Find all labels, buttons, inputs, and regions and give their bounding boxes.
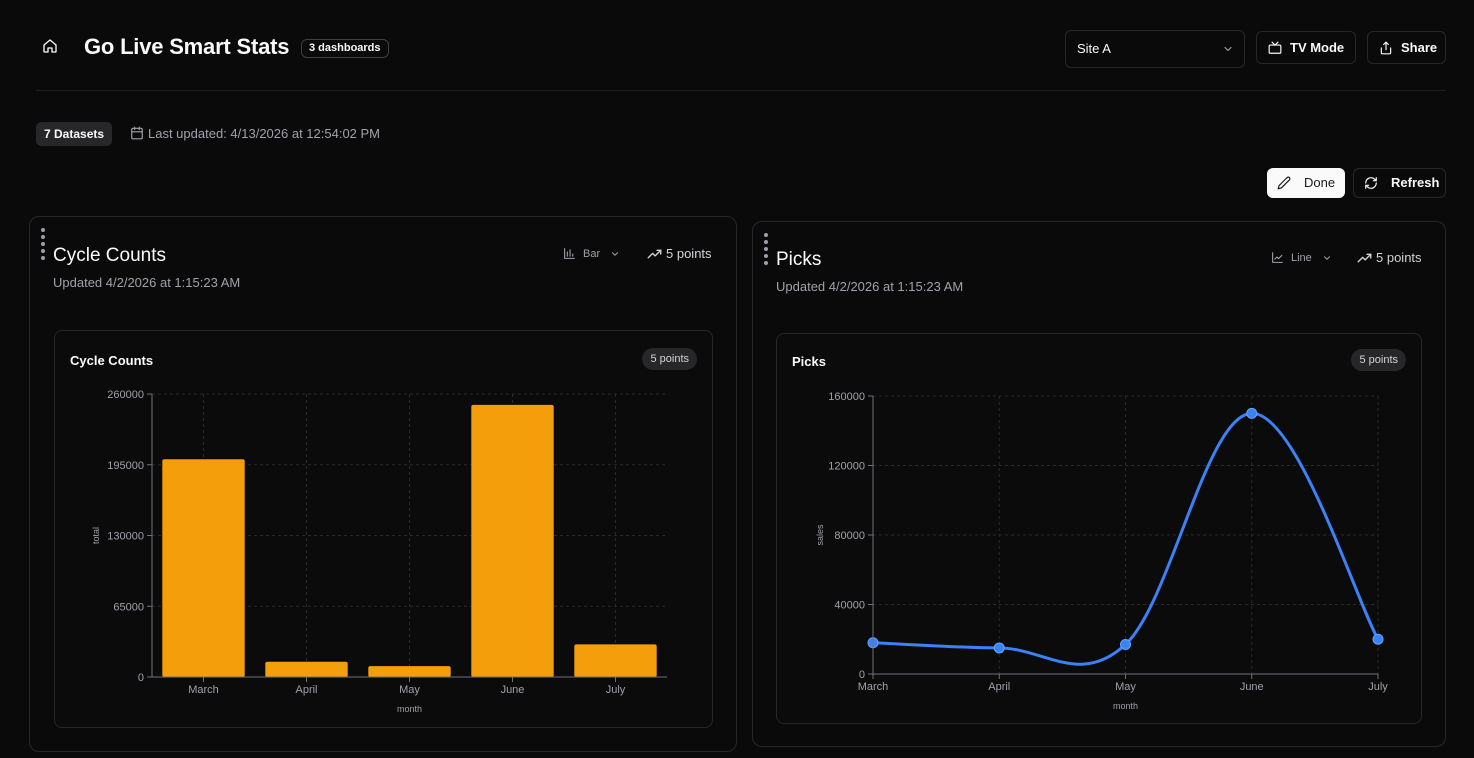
chart-card-badge: 5 points: [1351, 349, 1406, 371]
trending-up-icon: [1357, 253, 1372, 263]
bar-chart: 0 65000 130000 195000 260000 March April May Jun…: [91, 389, 667, 714]
header-divider: [36, 90, 1446, 91]
y-tick-label: 0: [859, 669, 865, 681]
chart-card-badge: 5 points: [642, 348, 697, 370]
bar-chart-icon: [564, 248, 575, 259]
points-text: 5 points: [666, 246, 712, 261]
x-tick-label: March: [858, 681, 889, 693]
grid-lines: [873, 395, 1379, 674]
y-tick-label: 40000: [834, 600, 865, 612]
page-header: Go Live Smart Stats 3 dashboards Site A …: [36, 28, 1446, 68]
site-select-value: Site A: [1077, 41, 1111, 56]
series-line: [872, 411, 1380, 666]
panel-picks: Picks Updated 4/2/2026 at 1:15:23 AM Lin…: [752, 221, 1446, 747]
panel-cycle-counts: Cycle Counts Updated 4/2/2026 at 1:15:23…: [29, 216, 737, 752]
x-tick-label: July: [606, 684, 626, 696]
last-updated-text: Last updated: 4/13/2026 at 12:54:02 PM: [148, 126, 381, 141]
point-april: [993, 642, 1005, 654]
y-tick-label: 130000: [107, 531, 144, 543]
chart-card-title: Cycle Counts: [70, 353, 154, 368]
chart-type-label: Line: [1291, 252, 1312, 264]
x-tick-label: June: [501, 684, 525, 696]
trending-up-icon: [647, 249, 662, 259]
points-label: 5 points: [1357, 250, 1422, 266]
bar-march: [162, 459, 245, 677]
y-axis-label: sales: [815, 524, 825, 546]
page-title: Go Live Smart Stats: [84, 34, 290, 59]
points-text: 5 points: [1376, 250, 1422, 265]
panel-title: Cycle Counts: [53, 245, 166, 266]
x-tick-label: March: [188, 684, 219, 696]
chart-type-select[interactable]: Line: [1271, 250, 1330, 266]
home-icon[interactable]: [42, 38, 60, 56]
chart-type-select[interactable]: Bar: [563, 246, 619, 262]
datasets-badge: 7 Datasets: [36, 122, 113, 146]
panel-title: Picks: [776, 249, 822, 270]
chevron-down-icon: [1224, 46, 1232, 52]
point-may: [1120, 638, 1131, 650]
chevron-down-icon: [612, 252, 619, 256]
y-tick-label: 120000: [828, 461, 865, 473]
chart-type-label: Bar: [583, 248, 601, 260]
point-june: [1246, 407, 1258, 419]
line-chart-icon: [1272, 252, 1283, 263]
bar-may: [368, 666, 451, 677]
tv-mode-button[interactable]: TV Mode: [1256, 31, 1356, 64]
done-button[interactable]: Done: [1267, 168, 1345, 198]
x-axis-label: month: [1113, 701, 1138, 711]
refresh-button[interactable]: Refresh: [1353, 168, 1446, 198]
tv-icon: [1268, 41, 1282, 54]
line-chart: 0 40000 80000 120000 160000 March April May June…: [815, 391, 1388, 711]
x-tick-label: April: [295, 684, 317, 696]
share-icon: [1380, 41, 1392, 55]
site-select[interactable]: Site A: [1065, 30, 1245, 68]
dashboards-badge[interactable]: 3 dashboards: [301, 39, 389, 58]
share-button[interactable]: Share: [1367, 31, 1446, 64]
chart-card: Cycle Counts 5 points 0 65000 130000 195000…: [54, 330, 713, 728]
chart-card: Picks 5 points 0 40000 80000 120000 160000 Ma…: [776, 333, 1422, 724]
y-tick-label: 65000: [113, 601, 144, 613]
bar-july: [574, 644, 657, 677]
y-axis-label: total: [91, 527, 101, 544]
bar-june: [471, 404, 554, 677]
share-label: Share: [1401, 40, 1438, 55]
y-tick-label: 260000: [107, 389, 144, 401]
chevron-down-icon: [1323, 256, 1330, 260]
x-tick-label: May: [1115, 681, 1136, 693]
x-tick-label: April: [988, 681, 1010, 693]
chart-card-title: Picks: [792, 354, 826, 369]
refresh-label: Refresh: [1391, 175, 1440, 190]
calendar-icon: [131, 126, 143, 140]
refresh-icon: [1365, 177, 1377, 189]
x-tick-label: July: [1368, 681, 1388, 693]
done-label: Done: [1304, 175, 1336, 190]
point-july: [1372, 633, 1384, 645]
last-updated: Last updated: 4/13/2026 at 12:54:02 PM: [130, 126, 380, 141]
tv-mode-label: TV Mode: [1290, 40, 1345, 55]
points-label: 5 points: [647, 246, 712, 262]
panel-updated: Updated 4/2/2026 at 1:15:23 AM: [776, 279, 964, 294]
y-tick-label: 0: [138, 672, 144, 684]
x-tick-label: May: [399, 684, 420, 696]
y-tick-label: 195000: [107, 460, 144, 472]
y-tick-label: 160000: [828, 391, 865, 403]
drag-handle-icon[interactable]: [764, 233, 770, 267]
x-tick-label: June: [1240, 681, 1264, 693]
y-tick-label: 80000: [834, 530, 865, 542]
drag-handle-icon[interactable]: [41, 228, 47, 262]
bar-april: [265, 661, 348, 677]
panel-updated: Updated 4/2/2026 at 1:15:23 AM: [53, 275, 241, 290]
x-axis-label: month: [397, 704, 422, 714]
pencil-icon: [1277, 176, 1291, 190]
